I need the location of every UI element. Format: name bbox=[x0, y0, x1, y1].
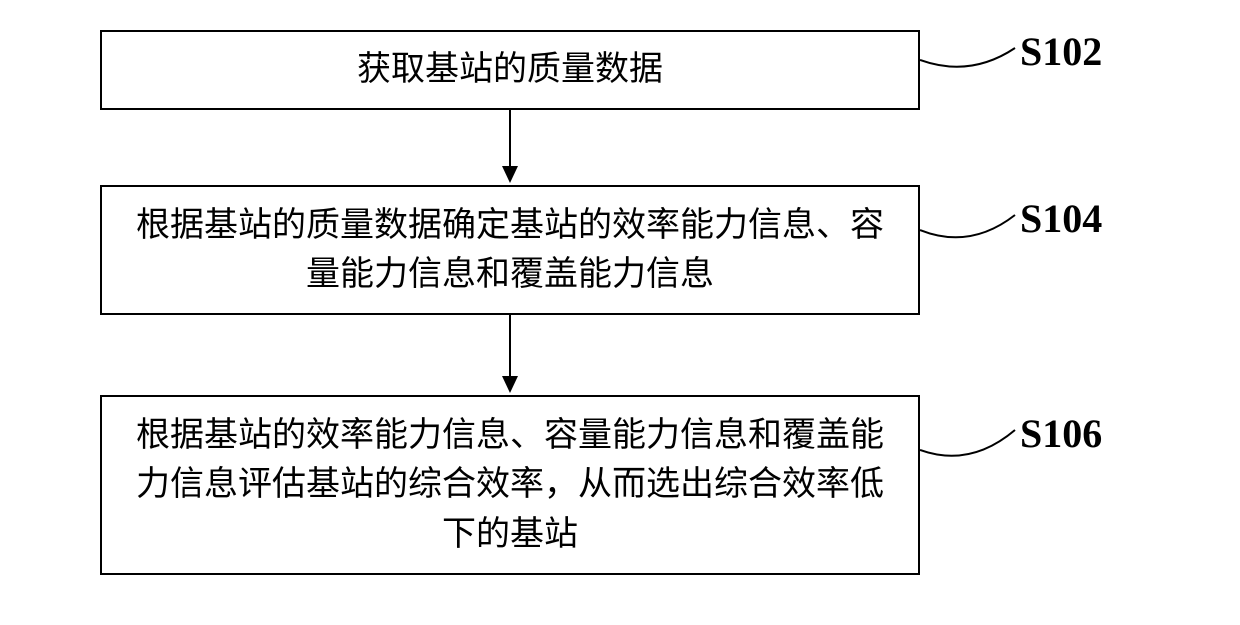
step-s102-text: 获取基站的质量数据 bbox=[357, 45, 663, 94]
flowchart-canvas: 获取基站的质量数据 S102 根据基站的质量数据确定基站的效率能力信息、容量能力… bbox=[0, 0, 1240, 625]
step-s106-text: 根据基站的效率能力信息、容量能力信息和覆盖能力信息评估基站的综合效率，从而选出综… bbox=[122, 411, 898, 559]
step-s106-box: 根据基站的效率能力信息、容量能力信息和覆盖能力信息评估基站的综合效率，从而选出综… bbox=[100, 395, 920, 575]
step-s106-label: S106 bbox=[1020, 410, 1102, 457]
step-s104-text: 根据基站的质量数据确定基站的效率能力信息、容量能力信息和覆盖能力信息 bbox=[122, 201, 898, 300]
step-s104-box: 根据基站的质量数据确定基站的效率能力信息、容量能力信息和覆盖能力信息 bbox=[100, 185, 920, 315]
step-s102-label: S102 bbox=[1020, 28, 1102, 75]
arrow-s104-to-s106 bbox=[495, 315, 525, 395]
connector-s104 bbox=[920, 195, 1020, 250]
step-s104-label: S104 bbox=[1020, 195, 1102, 242]
connector-s106 bbox=[920, 410, 1020, 470]
connector-s102 bbox=[920, 28, 1020, 78]
step-s102-box: 获取基站的质量数据 bbox=[100, 30, 920, 110]
arrow-s102-to-s104 bbox=[495, 110, 525, 185]
